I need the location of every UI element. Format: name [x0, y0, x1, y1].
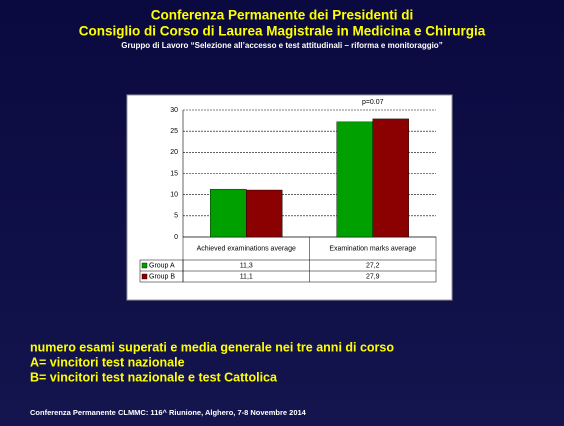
y-tick-label: 30: [170, 107, 178, 114]
y-tick-label: 10: [170, 192, 178, 199]
caption: B= vincitori test nazionale e test Catto…: [30, 370, 278, 384]
caption: A= vincitori test nazionale: [30, 355, 185, 369]
data-label: 27,9: [366, 273, 380, 280]
data-label: 11,3: [240, 262, 253, 269]
y-tick-label: 25: [170, 128, 178, 135]
data-label: 27,2: [366, 262, 380, 269]
legend-swatch: [141, 262, 148, 269]
footer: Conferenza Permanente CLMMC: 116^ Riunio…: [30, 408, 307, 417]
x-tick-label: Achieved examinations average: [197, 245, 296, 252]
bar: [336, 121, 373, 238]
y-tick-label: 20: [170, 149, 178, 156]
bar: [372, 118, 409, 238]
title: Conferenza Permanente dei Presidenti di: [151, 8, 414, 23]
y-tick-label: 5: [174, 213, 178, 220]
subtitle: Gruppo di Lavoro “Selezione all’accesso …: [121, 41, 442, 50]
legend-label: Group B: [149, 273, 175, 280]
x-tick-label: Examination marks average: [329, 245, 416, 252]
bar: [210, 188, 247, 238]
bar: [246, 189, 283, 238]
annotation: p=0.07: [362, 99, 384, 106]
y-tick-label: 0: [174, 234, 178, 241]
y-tick-label: 15: [170, 170, 178, 177]
title: Consiglio di Corso di Laurea Magistrale …: [79, 24, 486, 39]
legend-label: Group A: [149, 262, 175, 269]
caption: numero esami superati e media generale n…: [30, 340, 394, 354]
legend-swatch: [141, 273, 148, 280]
data-label: 11,1: [240, 273, 253, 280]
